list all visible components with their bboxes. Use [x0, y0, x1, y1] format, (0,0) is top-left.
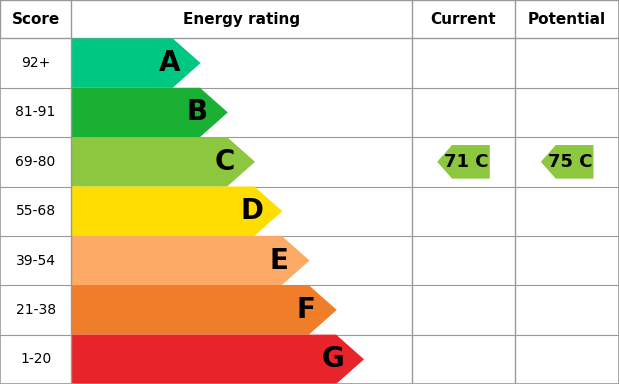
- Polygon shape: [71, 137, 255, 187]
- Text: E: E: [269, 247, 288, 275]
- Text: A: A: [159, 49, 181, 77]
- Polygon shape: [71, 285, 337, 334]
- Text: 39-54: 39-54: [15, 253, 56, 268]
- Text: 69-80: 69-80: [15, 155, 56, 169]
- Polygon shape: [541, 145, 594, 179]
- Text: 1-20: 1-20: [20, 352, 51, 366]
- Text: 75 C: 75 C: [548, 153, 592, 171]
- Polygon shape: [71, 38, 201, 88]
- Text: Current: Current: [431, 12, 496, 27]
- Text: 81-91: 81-91: [15, 106, 56, 119]
- Text: 21-38: 21-38: [15, 303, 56, 317]
- Text: Energy rating: Energy rating: [183, 12, 300, 27]
- Polygon shape: [437, 145, 490, 179]
- Polygon shape: [71, 187, 282, 236]
- Text: 71 C: 71 C: [444, 153, 489, 171]
- Polygon shape: [71, 88, 228, 137]
- Text: B: B: [186, 98, 208, 126]
- Text: Potential: Potential: [528, 12, 606, 27]
- Polygon shape: [71, 334, 364, 384]
- Text: F: F: [297, 296, 316, 324]
- Text: C: C: [214, 148, 235, 176]
- Text: G: G: [322, 345, 345, 373]
- Text: 55-68: 55-68: [15, 204, 56, 218]
- Polygon shape: [71, 236, 310, 285]
- Text: Score: Score: [12, 12, 59, 27]
- Text: D: D: [240, 197, 263, 225]
- Bar: [0, 0, 619, 38]
- Text: 92+: 92+: [21, 56, 50, 70]
